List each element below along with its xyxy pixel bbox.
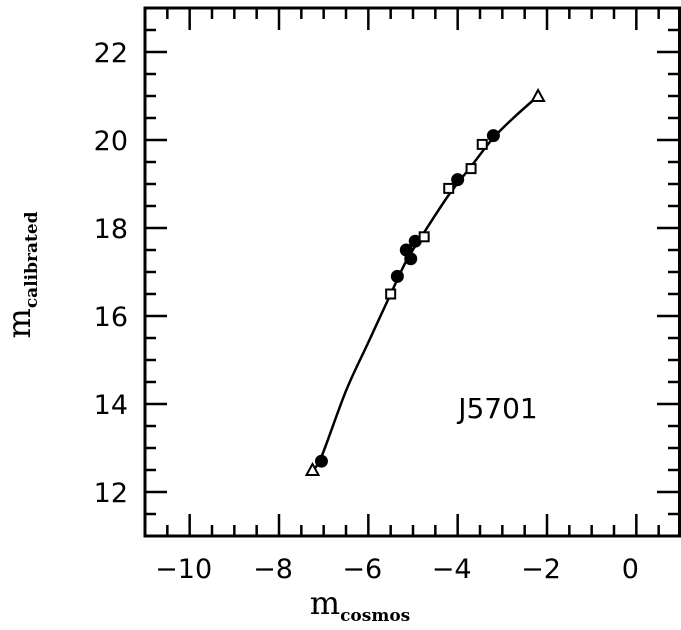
x-axis-label-sub: cosmos (340, 606, 410, 626)
data-point-square (443, 182, 455, 194)
x-axis-label-main: m (310, 584, 340, 622)
y-tick-label: 18 (94, 214, 128, 245)
plot-border (143, 6, 681, 538)
data-point-circle (404, 252, 418, 266)
plot-frame (143, 6, 681, 538)
tick-labels: −10 −8 −6 −4 −2 0 12 14 16 18 20 22 (94, 38, 639, 585)
axis-ticks (143, 6, 681, 538)
data-point-square (465, 163, 477, 175)
data-point-triangle (530, 87, 546, 102)
data-point-square (385, 288, 397, 300)
data-point-circle (390, 269, 404, 283)
x-tick-label: −4 (432, 554, 472, 585)
data-point-circle (314, 454, 328, 468)
y-tick-label: 12 (94, 478, 128, 509)
x-tick-label: −2 (521, 554, 561, 585)
x-tick-label: −6 (342, 554, 382, 585)
y-tick-label: 16 (94, 302, 128, 333)
x-tick-label: −10 (155, 554, 212, 585)
y-tick-label: 22 (94, 38, 128, 69)
y-tick-label: 20 (94, 126, 128, 157)
data-point-square (476, 138, 488, 150)
x-axis-label: mcosmos (310, 584, 411, 626)
data-point-circle (451, 173, 465, 187)
data-point-circle (408, 234, 422, 248)
y-axis-label-main: m (0, 308, 38, 338)
y-tick-label: 14 (94, 390, 128, 421)
y-axis-label: mcalibrated (0, 211, 42, 338)
data-point-triangle (304, 461, 321, 476)
chart-annotation: J5701 (456, 392, 538, 425)
x-tick-label: −8 (253, 554, 293, 585)
y-axis-label-sub: calibrated (22, 211, 42, 308)
data-points (304, 87, 546, 476)
x-tick-label: 0 (622, 554, 639, 585)
data-point-circle (486, 129, 500, 143)
data-point-square (418, 231, 430, 243)
